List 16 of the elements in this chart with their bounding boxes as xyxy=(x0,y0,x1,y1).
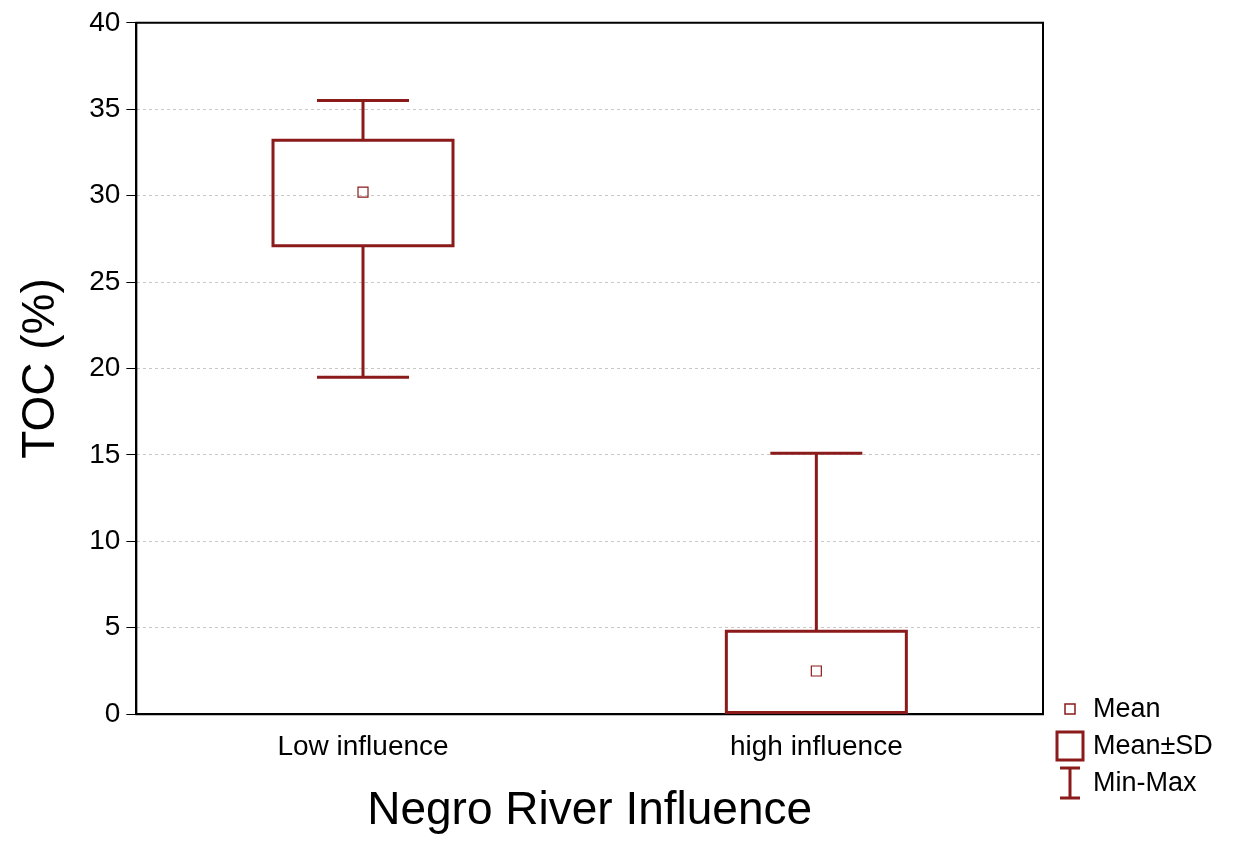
y-tick-label: 5 xyxy=(104,610,121,642)
y-tick-label: 40 xyxy=(89,5,121,37)
y-tick-label: 25 xyxy=(89,264,121,296)
y-tick-label: 20 xyxy=(89,351,121,383)
x-axis-title: Negro River Influence xyxy=(367,782,813,835)
y-axis-title: TOC (%) xyxy=(12,278,65,459)
y-tick-label: 35 xyxy=(89,91,121,123)
text: Mean xyxy=(1093,693,1161,724)
y-tick-label: 30 xyxy=(89,178,121,210)
y-tick-label: 0 xyxy=(104,696,121,728)
text: Mean±SD xyxy=(1093,730,1213,761)
text: Min-Max xyxy=(1093,767,1197,798)
y-tick-label: 15 xyxy=(89,437,121,469)
x-tick-label: high influence xyxy=(729,729,903,761)
y-tick-label: 10 xyxy=(89,524,121,556)
x-tick-label: Low influence xyxy=(277,729,449,761)
